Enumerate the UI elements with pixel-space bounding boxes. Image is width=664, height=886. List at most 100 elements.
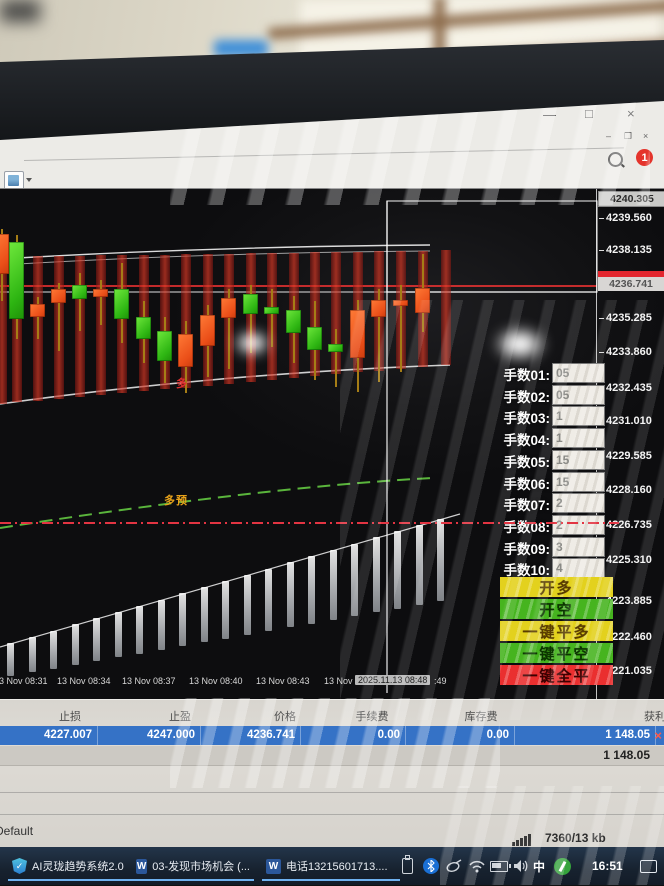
terminal-cell: 1 148.05: [605, 729, 650, 741]
ime-indicator[interactable]: 中: [533, 859, 546, 874]
taskbar-app-word-2[interactable]: W 电话13215601713....: [262, 853, 400, 881]
lot-input[interactable]: 1: [552, 406, 605, 427]
candle-wick: [228, 289, 230, 369]
lot-input[interactable]: 2: [552, 493, 605, 514]
candle-up: [157, 331, 172, 361]
trade-button-1[interactable]: 开多: [500, 577, 613, 597]
lot-label: 手数03:: [503, 411, 550, 427]
histogram-bar: [157, 599, 165, 650]
wifi-icon[interactable]: [468, 847, 486, 885]
word-icon: W: [136, 858, 148, 874]
lot-input[interactable]: 4: [552, 558, 605, 579]
signal-column: [441, 250, 451, 365]
candle-up: [243, 294, 258, 314]
shield-icon: ✓: [12, 858, 27, 874]
divider: [0, 792, 664, 793]
histogram-bar: [28, 636, 36, 673]
usb-tray-icon[interactable]: [402, 847, 413, 885]
word-icon: W: [266, 858, 281, 874]
taskbar-app-word-1[interactable]: W 03-发现市场机会 (...: [132, 853, 254, 881]
trade-button-2[interactable]: 开空: [500, 599, 613, 619]
trade-button-3[interactable]: 一键平多: [500, 621, 613, 641]
column-separator: [200, 726, 201, 745]
price-top-box: 4240.305: [598, 191, 664, 207]
column-separator: [97, 726, 98, 745]
candle-down: [393, 300, 408, 306]
notification-badge[interactable]: 1: [636, 149, 653, 166]
profile-status[interactable]: Default: [0, 824, 34, 838]
histogram-bar: [93, 618, 100, 662]
candle-wick: [400, 285, 402, 372]
price-label: 4238.135: [599, 244, 652, 256]
histogram-bar: [179, 593, 186, 647]
lot-label: 手数07:: [503, 498, 550, 514]
trade-button-4[interactable]: 一键平空: [500, 643, 613, 663]
stop-line: [0, 522, 619, 524]
green-app-tray-icon[interactable]: [554, 847, 571, 885]
lot-input[interactable]: 2: [552, 514, 605, 535]
candle-down: [350, 310, 365, 358]
camera-glare: [232, 329, 272, 357]
terminal-header: 手续费: [355, 711, 389, 723]
signal-column: [96, 255, 106, 396]
price-axis: 4239.560 4238.135 4235.285 4233.860 4232.435…: [598, 188, 664, 698]
lot-label: 手数02:: [503, 389, 550, 405]
lot-input[interactable]: 05: [552, 384, 605, 405]
close-position-icon[interactable]: ×: [654, 728, 662, 743]
speaker-icon[interactable]: [512, 847, 530, 885]
candle-up: [307, 327, 322, 350]
price-label: 4226.735: [599, 519, 652, 531]
notification-center-icon[interactable]: [640, 847, 657, 885]
maximize-button[interactable]: □: [585, 106, 593, 121]
histogram-bar: [394, 531, 401, 609]
time-label: 13 Nov 08:37: [122, 676, 176, 686]
current-price-box: 4236.741: [598, 277, 664, 291]
toolbar-separator: [23, 147, 624, 161]
lot-label: 手数04:: [503, 433, 550, 449]
candle-down: [30, 304, 45, 317]
minimize-button[interactable]: —: [543, 107, 556, 122]
histogram-bar: [7, 643, 14, 677]
candle-down: [93, 289, 108, 297]
position-row[interactable]: 4227.007 4247.000 4236.741 0.00 0.00 1 148.05…: [0, 726, 664, 745]
lot-label: 手数01:: [503, 368, 550, 383]
candle-wick: [100, 280, 102, 325]
mdi-restore-button[interactable]: ❐: [624, 131, 633, 141]
chevron-down-icon[interactable]: [26, 178, 32, 182]
lot-input[interactable]: 15: [552, 449, 605, 470]
lot-input[interactable]: 05: [552, 363, 605, 383]
candle-down: [200, 315, 215, 346]
terminal-header: 止盈: [169, 711, 191, 723]
column-separator: [405, 726, 406, 745]
battery-icon[interactable]: [490, 847, 511, 885]
histogram-bar: [222, 580, 229, 639]
clock[interactable]: 16:51: [592, 859, 623, 873]
close-button[interactable]: ×: [627, 106, 635, 121]
candle-up: [286, 310, 301, 333]
histogram-bar: [114, 612, 122, 658]
candle-wick: [58, 283, 60, 351]
lot-input[interactable]: 3: [552, 536, 605, 557]
candle-down: [371, 300, 386, 317]
terminal-cell: 0.00: [377, 729, 400, 741]
search-icon[interactable]: [608, 152, 623, 167]
histogram-bar: [415, 525, 423, 605]
price-label: 4229.585: [599, 450, 652, 462]
histogram-bar: [243, 574, 251, 635]
lot-input[interactable]: 15: [552, 471, 605, 492]
terminal-header: 获利: [644, 711, 664, 723]
annotation-long: 多: [176, 378, 188, 390]
connection-status: 7360/13 kb: [545, 831, 606, 845]
price-label: 4232.435: [599, 382, 652, 394]
pointer-device-icon[interactable]: [446, 847, 462, 885]
lot-label: 手数06:: [503, 476, 550, 492]
terminal-cell: 0.00: [486, 729, 509, 741]
signal-column: [181, 254, 191, 388]
mdi-minimize-button[interactable]: ‒: [606, 131, 612, 141]
terminal-header: 库存费: [464, 711, 498, 723]
bluetooth-icon[interactable]: [423, 847, 439, 885]
lot-input[interactable]: 1: [552, 428, 605, 449]
trade-button-5[interactable]: 一键全平: [500, 665, 613, 685]
mdi-close-button[interactable]: ×: [643, 131, 649, 141]
taskbar-app-trend-system[interactable]: ✓ AI灵珑趋势系统2.0: [8, 853, 134, 881]
